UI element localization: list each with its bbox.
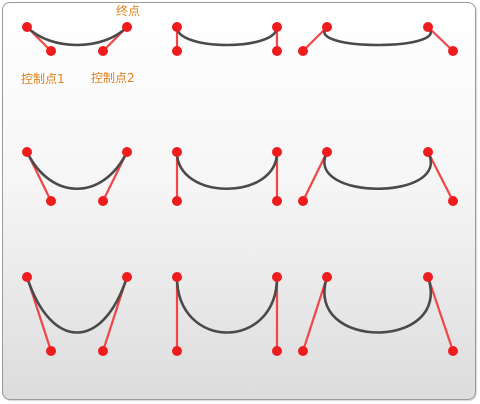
end-point bbox=[272, 147, 282, 157]
handle-line bbox=[301, 276, 329, 352]
control-point-1 bbox=[298, 346, 308, 356]
control-point-2 bbox=[272, 346, 282, 356]
control-point-2 bbox=[272, 196, 282, 206]
control-point-1 bbox=[172, 346, 182, 356]
control-point-1 bbox=[298, 196, 308, 206]
bezier-curve bbox=[25, 275, 129, 334]
end-point bbox=[423, 147, 433, 157]
curve-r3-c2 bbox=[172, 272, 282, 356]
control-point-2 bbox=[98, 196, 108, 206]
control-point-1 bbox=[298, 46, 308, 56]
handle-line bbox=[302, 151, 328, 202]
handle-line bbox=[302, 26, 328, 52]
start-point bbox=[322, 272, 332, 282]
start-point bbox=[172, 272, 182, 282]
curve-r3-c1 bbox=[22, 272, 132, 356]
curve-r2-c3 bbox=[298, 147, 458, 206]
start-point bbox=[322, 147, 332, 157]
control-point-2 bbox=[448, 346, 458, 356]
bezier-curve bbox=[175, 150, 279, 190]
control-point-1 bbox=[46, 46, 56, 56]
curve-r1-c2 bbox=[172, 22, 282, 56]
start-point bbox=[22, 147, 32, 157]
curve-r2-c1 bbox=[22, 147, 132, 206]
bezier-curve bbox=[323, 150, 432, 190]
handle-line bbox=[427, 26, 454, 52]
end-point bbox=[122, 272, 132, 282]
end-point bbox=[423, 272, 433, 282]
control-point-2 bbox=[448, 46, 458, 56]
control-point-1 bbox=[172, 196, 182, 206]
curve-r3-c3 bbox=[298, 272, 458, 356]
control-point-2 bbox=[98, 46, 108, 56]
bezier-curve bbox=[25, 25, 129, 47]
start-point bbox=[172, 22, 182, 32]
control-point-2 bbox=[448, 196, 458, 206]
end-point bbox=[423, 22, 433, 32]
start-point bbox=[22, 272, 32, 282]
end-point bbox=[122, 22, 132, 32]
bezier-curve bbox=[25, 150, 129, 190]
control-point-2-label: 控制点2 bbox=[91, 71, 135, 85]
curve-r2-c2 bbox=[172, 147, 282, 206]
bezier-curve bbox=[175, 25, 279, 47]
end-point-label: 终点 bbox=[116, 3, 140, 18]
start-point bbox=[172, 147, 182, 157]
handle-line bbox=[426, 276, 455, 352]
control-point-2 bbox=[98, 346, 108, 356]
start-point bbox=[322, 22, 332, 32]
control-point-2 bbox=[272, 46, 282, 56]
control-point-1-label: 控制点1 bbox=[21, 72, 65, 86]
end-point bbox=[122, 147, 132, 157]
control-point-1 bbox=[46, 196, 56, 206]
handle-line bbox=[427, 151, 454, 202]
end-point bbox=[272, 22, 282, 32]
diagram-panel bbox=[2, 2, 476, 400]
curve-r1-c3 bbox=[298, 22, 458, 56]
bezier-curve bbox=[323, 275, 432, 334]
bezier-curve bbox=[175, 275, 279, 334]
bezier-curve bbox=[323, 25, 433, 47]
start-point bbox=[22, 22, 32, 32]
end-point bbox=[272, 272, 282, 282]
control-point-1 bbox=[172, 46, 182, 56]
curve-r1-c1 bbox=[22, 22, 132, 56]
control-point-1 bbox=[46, 346, 56, 356]
